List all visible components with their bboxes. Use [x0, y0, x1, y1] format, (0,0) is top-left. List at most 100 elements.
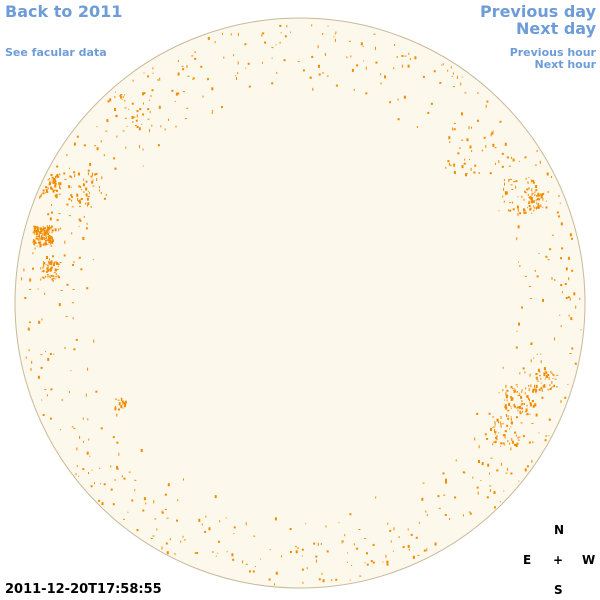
- facula-point: [103, 154, 105, 157]
- facula-point: [110, 488, 113, 491]
- facula-point: [47, 187, 49, 190]
- facula-point: [56, 189, 58, 192]
- facula-point: [327, 75, 329, 78]
- facula-point: [56, 261, 58, 265]
- facula-point: [344, 534, 346, 537]
- previous-hour-link[interactable]: Previous hour: [509, 46, 596, 59]
- facula-point: [516, 237, 518, 241]
- facula-point: [494, 429, 495, 432]
- facula-point: [83, 178, 84, 181]
- facula-point: [546, 374, 549, 378]
- facula-point: [132, 79, 134, 82]
- facula-point: [468, 126, 470, 130]
- facula-point: [513, 389, 516, 391]
- facula-point: [540, 196, 542, 199]
- facula-point: [453, 128, 456, 131]
- facula-point: [523, 198, 525, 201]
- facula-point: [149, 99, 151, 101]
- see-facular-data-link[interactable]: See facular data: [5, 46, 107, 59]
- facula-point: [131, 116, 134, 119]
- facula-point: [42, 189, 45, 192]
- facula-point: [484, 433, 487, 436]
- facula-point: [509, 202, 512, 203]
- facula-point: [29, 288, 32, 290]
- facula-point: [92, 185, 95, 187]
- facula-point: [545, 376, 547, 379]
- facula-point: [207, 36, 210, 40]
- facula-point: [45, 275, 47, 278]
- previous-day-link[interactable]: Previous day: [479, 2, 596, 21]
- facula-point: [71, 176, 73, 179]
- facula-point: [353, 88, 355, 91]
- facula-point: [536, 198, 538, 200]
- back-to-year-link[interactable]: Back to 2011: [5, 2, 123, 21]
- facula-point: [408, 52, 410, 55]
- facula-point: [54, 261, 56, 264]
- facula-point: [305, 523, 307, 525]
- facula-point: [237, 72, 239, 75]
- facula-point: [110, 465, 112, 468]
- facula-point: [46, 237, 48, 239]
- facula-point: [36, 228, 39, 231]
- facula-point: [151, 124, 153, 127]
- facula-point: [318, 64, 320, 68]
- facula-point: [501, 423, 504, 425]
- facula-point: [164, 128, 166, 131]
- facula-point: [29, 321, 31, 324]
- facula-point: [544, 378, 546, 380]
- facula-point: [551, 234, 554, 236]
- facula-point: [510, 398, 513, 401]
- facula-point: [349, 579, 351, 581]
- facula-point: [85, 227, 88, 230]
- facula-point: [495, 162, 496, 165]
- facula-point: [50, 260, 53, 264]
- facula-point: [139, 108, 142, 111]
- facula-point: [373, 33, 376, 35]
- facula-point: [518, 480, 520, 482]
- facula-point: [237, 32, 239, 36]
- facula-point: [348, 40, 351, 42]
- facula-point: [64, 347, 66, 349]
- facula-point: [68, 198, 71, 201]
- facula-point: [560, 400, 562, 404]
- observation-timestamp: 2011-12-20T17:58:55: [5, 582, 162, 597]
- facula-point: [37, 235, 39, 238]
- facula-point: [507, 410, 510, 412]
- facula-point: [454, 496, 457, 499]
- facula-point: [59, 173, 61, 176]
- facula-point: [519, 212, 522, 215]
- next-day-link[interactable]: Next day: [516, 19, 596, 38]
- facula-point: [524, 190, 526, 193]
- facula-point: [140, 449, 143, 452]
- facula-point: [191, 55, 194, 57]
- next-hour-link[interactable]: Next hour: [534, 58, 597, 71]
- facula-point: [91, 469, 93, 471]
- facula-point: [320, 543, 322, 545]
- facula-point: [55, 196, 58, 199]
- facula-point: [177, 92, 180, 95]
- facula-point: [530, 197, 533, 201]
- facula-point: [494, 440, 497, 442]
- facula-point: [53, 272, 56, 274]
- facula-point: [513, 403, 515, 407]
- facula-point: [535, 384, 538, 388]
- facula-point: [528, 285, 531, 287]
- facula-point: [157, 144, 160, 147]
- facula-point: [55, 273, 57, 276]
- facula-point: [154, 518, 157, 520]
- facula-point: [45, 230, 47, 233]
- facula-point: [39, 237, 41, 241]
- facula-point: [289, 528, 292, 530]
- facula-point: [544, 384, 546, 386]
- facula-point: [47, 213, 50, 216]
- facula-point: [49, 258, 50, 261]
- facula-point: [40, 195, 42, 198]
- facula-point: [236, 77, 237, 80]
- facula-point: [79, 435, 81, 439]
- facula-point: [21, 277, 23, 281]
- facula-point: [30, 367, 32, 371]
- facula-point: [501, 165, 504, 168]
- facula-point: [61, 399, 63, 401]
- facula-point: [427, 111, 430, 114]
- facula-point: [502, 195, 504, 198]
